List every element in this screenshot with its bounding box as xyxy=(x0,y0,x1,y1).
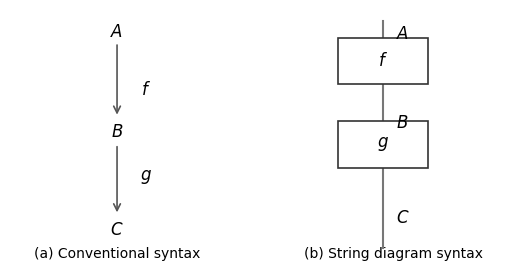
Text: $B$: $B$ xyxy=(111,123,123,141)
Text: $A$: $A$ xyxy=(396,25,410,43)
Text: $f$: $f$ xyxy=(142,81,151,99)
Text: $f$: $f$ xyxy=(378,52,388,70)
Text: $g$: $g$ xyxy=(140,168,152,186)
Text: $A$: $A$ xyxy=(111,23,123,41)
Text: $g$: $g$ xyxy=(377,135,389,153)
Bar xyxy=(338,121,428,168)
Text: $C$: $C$ xyxy=(396,209,410,227)
Text: $C$: $C$ xyxy=(110,221,124,239)
Text: $B$: $B$ xyxy=(396,114,409,132)
Bar xyxy=(338,38,428,84)
Text: (a) Conventional syntax: (a) Conventional syntax xyxy=(34,247,200,261)
Text: (b) String diagram syntax: (b) String diagram syntax xyxy=(304,247,483,261)
